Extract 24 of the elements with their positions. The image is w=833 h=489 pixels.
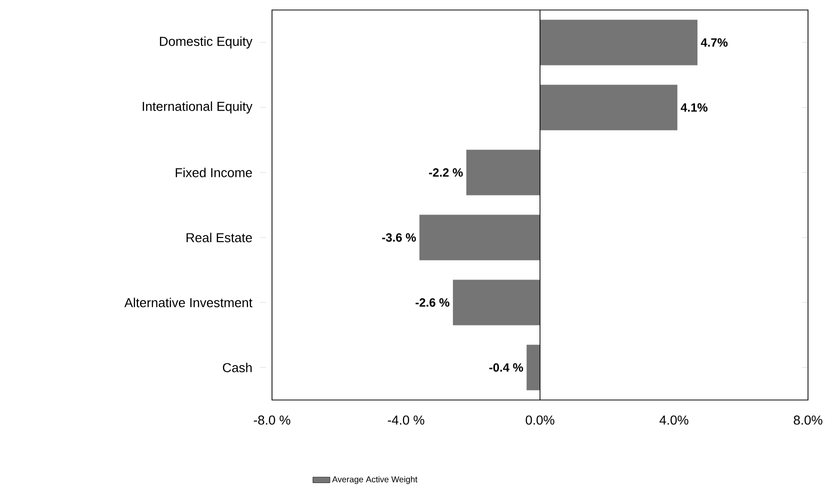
- x-tick-label: 4.0%: [660, 416, 688, 425]
- data-label: -2.6 %: [416, 298, 450, 307]
- x-tick-label: -4.0 %: [388, 416, 424, 425]
- x-tick-label: 8.0%: [794, 416, 822, 425]
- x-tick-label: -8.0 %: [254, 416, 290, 425]
- y-tick-label: Alternative Investment: [124, 298, 252, 308]
- x-tick-label: 0.0%: [526, 416, 554, 425]
- bar: [452, 280, 540, 326]
- y-tick-label: Fixed Income: [176, 168, 252, 178]
- data-label: -0.4 %: [489, 363, 524, 372]
- data-label: 4.1%: [680, 103, 708, 112]
- legend-label: Average Active Weight: [332, 476, 418, 484]
- y-tick-label: Cash: [222, 362, 252, 372]
- bar: [419, 214, 540, 260]
- bar: [526, 344, 540, 390]
- y-tick-label: Domestic Equity: [160, 36, 252, 49]
- y-tick-label: International Equity: [142, 101, 252, 114]
- data-label: 4.7%: [700, 38, 728, 47]
- bar: [466, 150, 540, 196]
- y-tick-label: Real Estate: [186, 232, 252, 242]
- bar: [540, 20, 698, 66]
- data-label: -2.2 %: [429, 168, 463, 177]
- data-label: -3.6 %: [382, 233, 416, 242]
- bar: [540, 84, 678, 130]
